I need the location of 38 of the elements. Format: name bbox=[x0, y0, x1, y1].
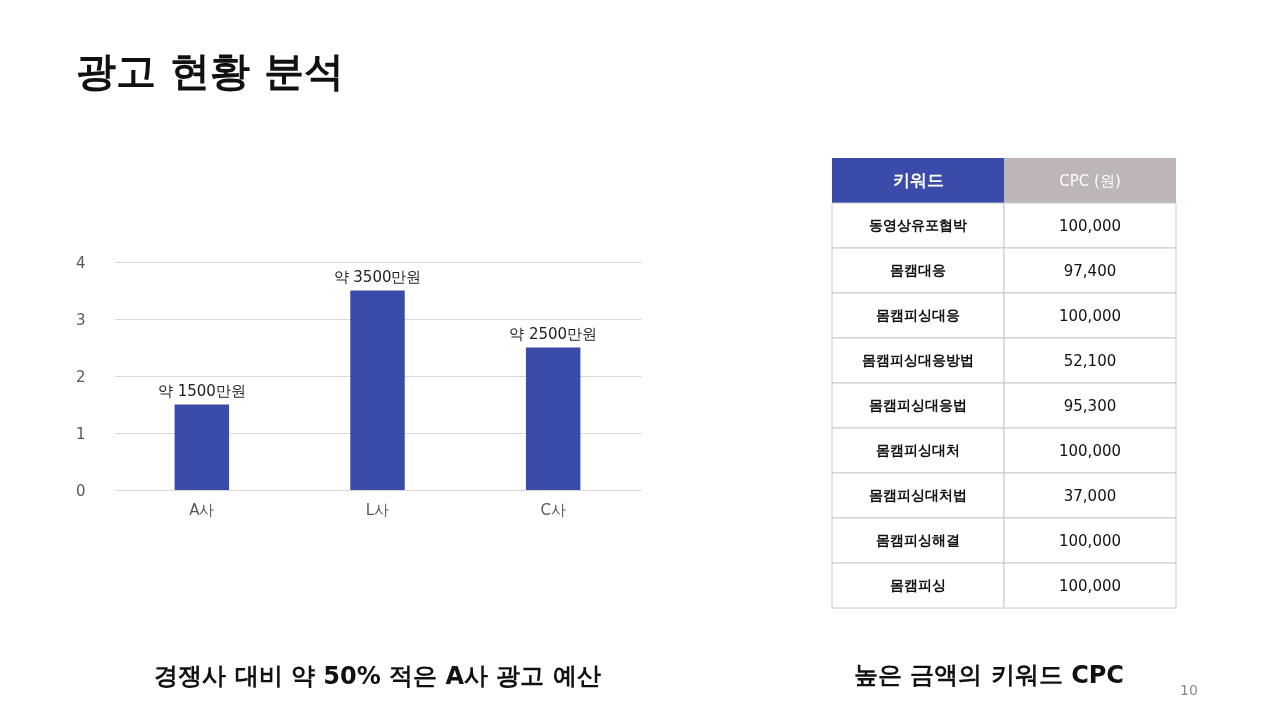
text: 10 bbox=[1180, 682, 1198, 698]
category-label: 몸캠피싱대응방법 bbox=[862, 351, 974, 368]
text: 100,000 bbox=[1058, 306, 1122, 325]
text: 100,000 bbox=[1058, 441, 1122, 460]
text: 광고 현황 분석 bbox=[76, 48, 344, 94]
x-tick-label: L사 bbox=[365, 500, 390, 519]
y-tick-label: 0 bbox=[75, 481, 86, 500]
category-label: 몸캠피싱대처법 bbox=[869, 486, 967, 503]
data-label: 약 2500만원 bbox=[509, 324, 598, 343]
text: 100,000 bbox=[1058, 531, 1122, 550]
y-tick-label: 1 bbox=[75, 424, 86, 443]
data-label: 약 3500만원 bbox=[333, 267, 422, 286]
text: 키워드 bbox=[892, 169, 944, 190]
y-tick-label: 3 bbox=[75, 310, 86, 329]
text: 경쟁사 대비 약 50% 적은 A사 광고 예산 bbox=[154, 662, 601, 690]
text: 높은 금액의 키워드 CPC bbox=[854, 661, 1124, 689]
category-label: 몸캠피싱대응법 bbox=[869, 396, 967, 413]
category-label: 몸캠피싱 bbox=[890, 576, 946, 593]
text: 100,000 bbox=[1058, 576, 1122, 595]
data-label: 약 1500만원 bbox=[157, 381, 246, 400]
category-label: 몸캠피싱대처 bbox=[876, 441, 960, 458]
bar bbox=[525, 347, 581, 490]
bar bbox=[174, 404, 230, 490]
text: 37,000 bbox=[1063, 486, 1117, 505]
y-tick-label: 4 bbox=[75, 253, 86, 272]
x-tick-label: C사 bbox=[540, 500, 566, 519]
category-label: 몸캠피싱대응 bbox=[876, 306, 960, 323]
text: 95,300 bbox=[1063, 396, 1117, 415]
text: 100,000 bbox=[1058, 216, 1122, 235]
category-label: 동영상유포협박 bbox=[869, 216, 967, 233]
x-tick-label: A사 bbox=[189, 500, 215, 519]
text: 97,400 bbox=[1063, 261, 1117, 280]
category-label: 몸캠피싱해결 bbox=[876, 531, 960, 548]
y-tick-label: 2 bbox=[75, 367, 86, 386]
text: 52,100 bbox=[1063, 351, 1117, 370]
bar bbox=[350, 290, 405, 490]
text: CPC (원) bbox=[1059, 171, 1121, 190]
category-label: 몸캠대응 bbox=[890, 261, 946, 278]
